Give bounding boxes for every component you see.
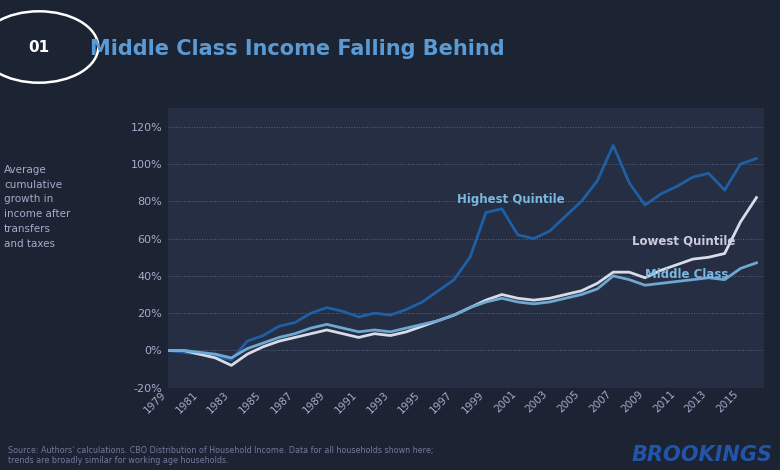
Circle shape <box>0 11 98 83</box>
Text: Lowest Quintile: Lowest Quintile <box>633 234 736 247</box>
Text: Highest Quintile: Highest Quintile <box>457 193 565 206</box>
Text: BROOKINGS: BROOKINGS <box>631 445 772 465</box>
Text: Middle Class Income Falling Behind: Middle Class Income Falling Behind <box>90 39 505 59</box>
Text: Source: Authors' calculations. CBO Distribution of Household Income. Data for al: Source: Authors' calculations. CBO Distr… <box>8 446 434 465</box>
Text: Average
cumulative
growth in
income after
transfers
and taxes: Average cumulative growth in income afte… <box>4 165 70 249</box>
Text: 01: 01 <box>28 39 50 55</box>
Text: Middle Class: Middle Class <box>645 268 729 281</box>
